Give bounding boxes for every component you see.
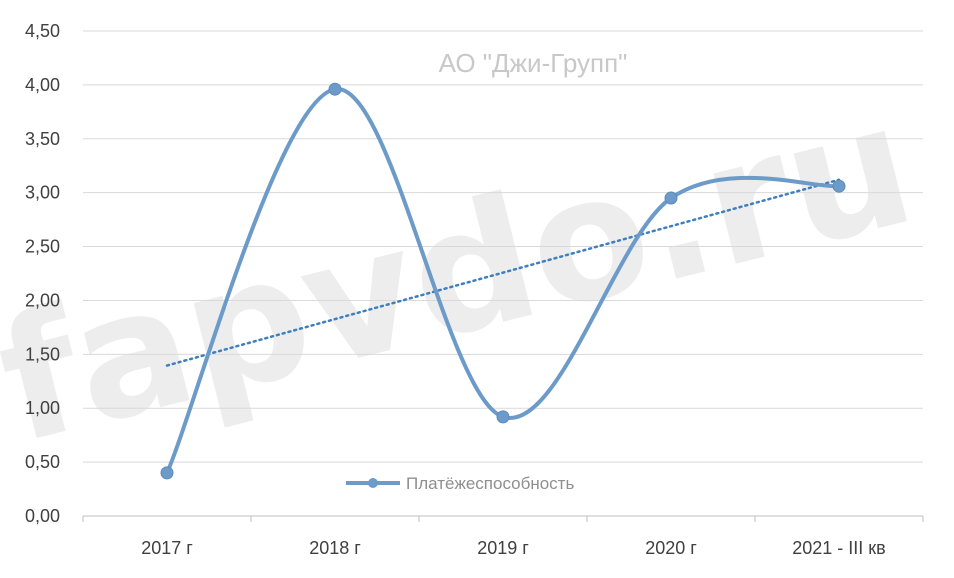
data-point [160, 466, 174, 480]
y-tick-label: 3,00 [25, 183, 60, 203]
trendline [165, 178, 841, 367]
y-tick-label: 0,50 [25, 452, 60, 472]
series-line-platezhesposobnost [165, 87, 841, 475]
y-tick-label: 4,00 [25, 75, 60, 95]
y-axis-ticks: 0,00 0,50 1,00 1,50 2,00 2,50 3,00 3,50 4,00 4,50 [25, 21, 60, 526]
x-tick-label: 2017 г [141, 538, 193, 558]
watermark: fapvdo.ru [0, 65, 931, 482]
gridlines [83, 30, 923, 463]
y-tick-label: 2,00 [25, 290, 60, 310]
data-point [496, 410, 510, 424]
y-tick-label: 1,00 [25, 398, 60, 418]
legend: Платёжеспособность [346, 474, 574, 493]
legend-label: Платёжеспособность [406, 474, 574, 493]
data-point [664, 191, 678, 205]
y-tick-label: 2,50 [25, 237, 60, 257]
x-tick-label: 2021 - III кв [792, 538, 885, 558]
x-tick-label: 2018 г [309, 538, 361, 558]
data-point [832, 179, 846, 193]
y-tick-label: 3,50 [25, 129, 60, 149]
data-point [328, 82, 342, 96]
series-points [160, 82, 846, 480]
legend-swatch-marker [368, 478, 378, 488]
chart-title: АО "Джи-Групп" [439, 48, 628, 78]
y-tick-label: 1,50 [25, 344, 60, 364]
x-tick-label: 2020 г [645, 538, 697, 558]
x-axis-tick-marks [82, 516, 924, 522]
x-tick-label: 2019 г [477, 538, 529, 558]
x-axis-ticks: 2017 г 2018 г 2019 г 2020 г 2021 - III кв [141, 538, 886, 558]
y-tick-label: 0,00 [25, 506, 60, 526]
y-tick-label: 4,50 [25, 21, 60, 41]
